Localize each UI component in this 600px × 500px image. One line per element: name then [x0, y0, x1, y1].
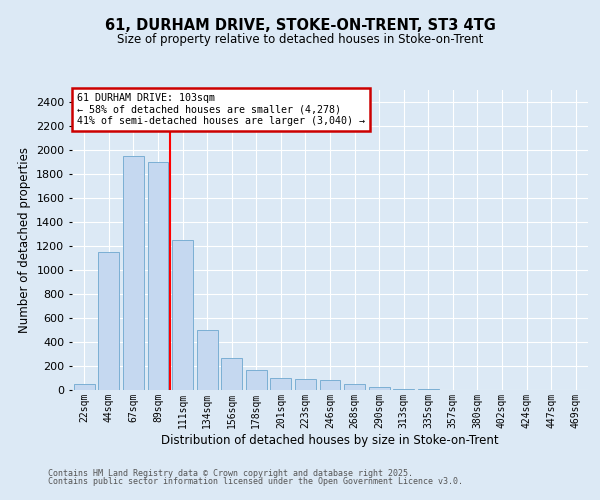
Bar: [197, 330, 218, 390]
Text: 61, DURHAM DRIVE, STOKE-ON-TRENT, ST3 4TG: 61, DURHAM DRIVE, STOKE-ON-TRENT, ST3 4T…: [104, 18, 496, 32]
Bar: [246, 370, 267, 390]
Bar: [172, 240, 193, 390]
Bar: [123, 156, 144, 390]
Bar: [344, 384, 365, 390]
Text: Size of property relative to detached houses in Stoke-on-Trent: Size of property relative to detached ho…: [117, 32, 483, 46]
Text: Contains HM Land Registry data © Crown copyright and database right 2025.: Contains HM Land Registry data © Crown c…: [48, 468, 413, 477]
Text: 61 DURHAM DRIVE: 103sqm
← 58% of detached houses are smaller (4,278)
41% of semi: 61 DURHAM DRIVE: 103sqm ← 58% of detache…: [77, 93, 365, 126]
Bar: [148, 162, 169, 390]
Bar: [221, 358, 242, 390]
Bar: [393, 389, 414, 390]
Bar: [320, 380, 340, 390]
Bar: [74, 384, 95, 390]
Bar: [368, 387, 389, 390]
Bar: [98, 252, 119, 390]
Bar: [295, 379, 316, 390]
Y-axis label: Number of detached properties: Number of detached properties: [17, 147, 31, 333]
Bar: [271, 378, 292, 390]
Text: Contains public sector information licensed under the Open Government Licence v3: Contains public sector information licen…: [48, 477, 463, 486]
X-axis label: Distribution of detached houses by size in Stoke-on-Trent: Distribution of detached houses by size …: [161, 434, 499, 446]
